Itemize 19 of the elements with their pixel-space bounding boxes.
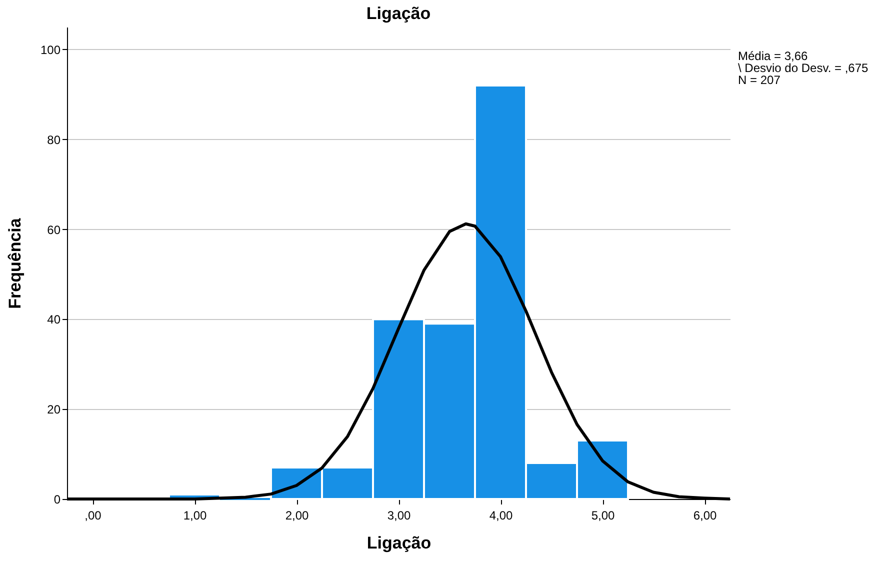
x-tick-label: ,00 [84,508,102,522]
chart-title: Ligação [366,4,431,23]
text: Média = 3,66 [738,49,808,63]
y-tick-label: 20 [47,402,61,417]
x-tick-label: 1,00 [183,508,207,522]
y-tick-label: 0 [54,492,61,506]
x-tick-label: 6,00 [693,508,717,522]
y-tick-label: 80 [47,132,61,147]
x-tick-label: 5,00 [591,508,615,522]
x-tick-label: 2,00 [285,508,309,522]
text: \ Desvio do Desv. = ,675 [738,61,869,75]
x-axis-title: Ligação [366,534,432,552]
y-axis-title: Frequência [5,218,24,309]
x-tick-label: 4,00 [489,508,513,522]
text: N = 207 [738,73,781,87]
y-tick-label: 100 [40,42,61,57]
y-tick-label: 60 [47,222,61,237]
y-tick-label: 40 [47,312,61,327]
x-tick-label: 3,00 [387,508,411,522]
